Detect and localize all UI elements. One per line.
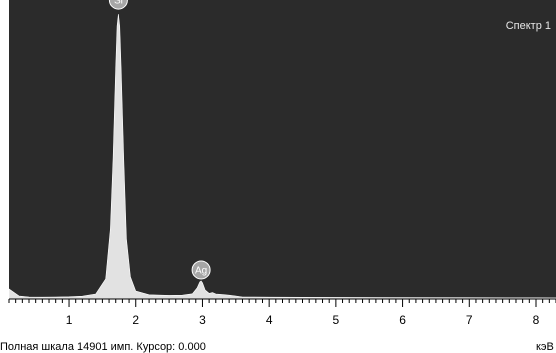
x-tick-label: 8 [533, 313, 540, 327]
x-tick-label: 2 [132, 313, 139, 327]
peak-label-ag: Ag [195, 265, 207, 276]
x-axis-unit: кэВ [536, 341, 554, 353]
x-tick-label: 6 [399, 313, 406, 327]
x-tick-label: 4 [266, 313, 273, 327]
x-tick-label: 1 [66, 313, 73, 327]
x-tick-label: 7 [466, 313, 473, 327]
status-line: Полная шкала 14901 имп. Курсор: 0.000 [0, 341, 206, 353]
peak-label-si: Si [114, 0, 123, 7]
x-tick-label: 5 [333, 313, 340, 327]
peak-marker-ag [191, 260, 211, 280]
spectrum-title: Спектр 1 [506, 20, 551, 32]
x-axis-minor-ticks [8, 299, 556, 303]
x-tick-label: 3 [199, 313, 206, 327]
plot-area [9, 0, 556, 299]
peak-markers: Si Ag [108, 0, 211, 280]
x-axis-major-ticks [68, 299, 537, 307]
peak-marker-si [108, 0, 128, 10]
x-axis-tick-labels: 1 2 3 4 5 6 7 8 [66, 313, 540, 327]
spectrum-area [8, 14, 556, 300]
